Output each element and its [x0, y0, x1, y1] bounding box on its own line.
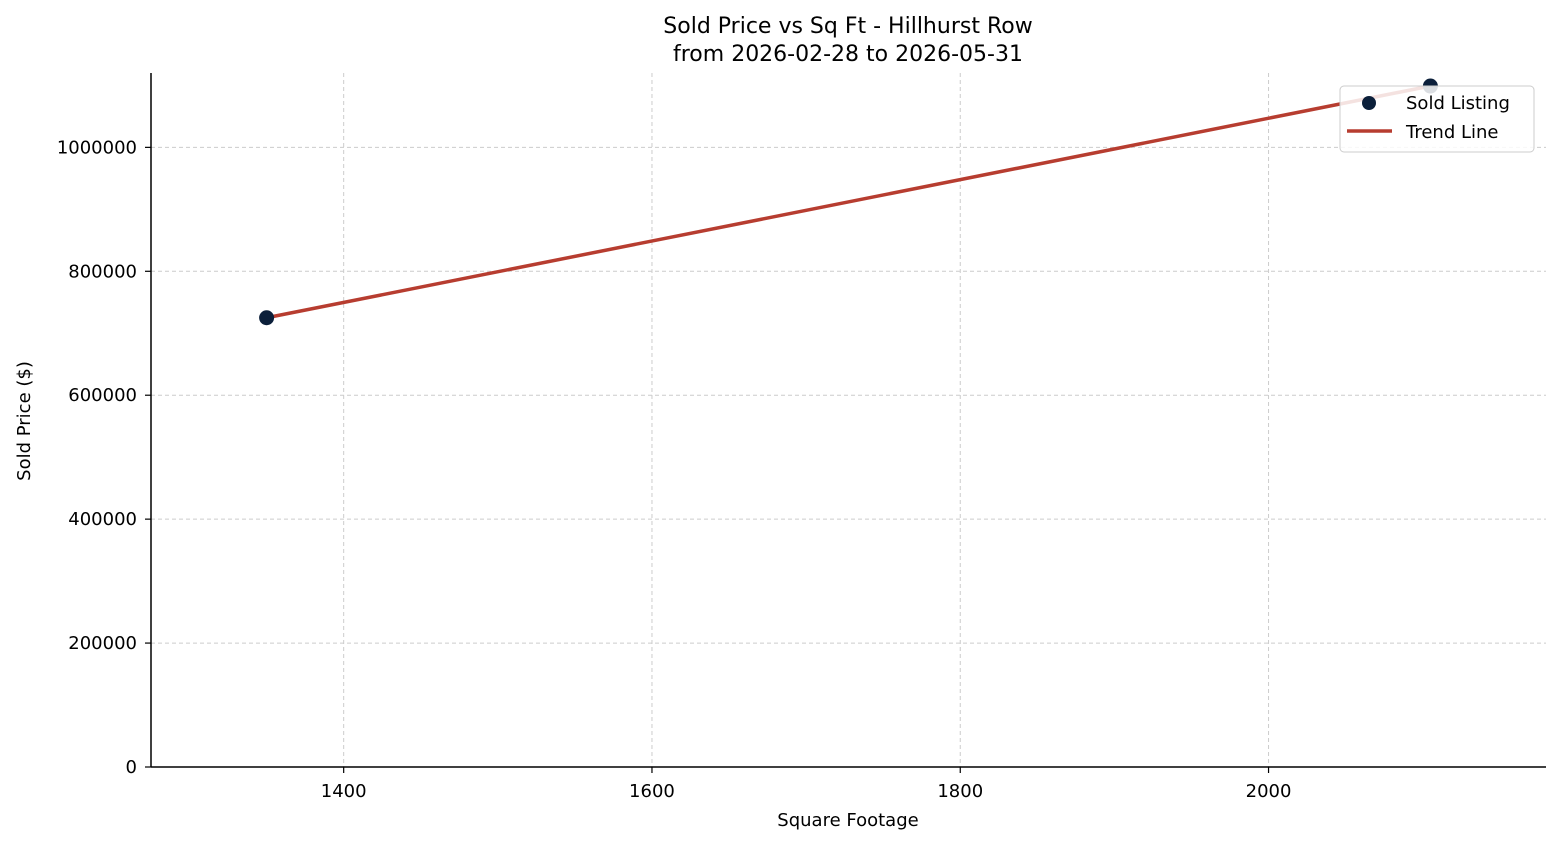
chart-subtitle: from 2026-02-28 to 2026-05-31: [673, 42, 1023, 67]
x-tick-label: 2000: [1246, 781, 1292, 802]
legend-label-trend-line: Trend Line: [1405, 122, 1499, 143]
x-tick-label: 1800: [937, 781, 983, 802]
y-tick-label: 600000: [68, 385, 137, 406]
y-tick-label: 0: [126, 757, 137, 778]
axes: 1400 1600 1800 2000 0 200000 400000 600000 80000…: [57, 73, 1546, 802]
chart-title: Sold Price vs Sq Ft - Hillhurst Row: [663, 14, 1032, 39]
x-axis-label: Square Footage: [777, 810, 918, 831]
series-layer: [259, 78, 1438, 326]
legend: Sold Listing Trend Line: [1339, 85, 1535, 153]
y-tick-label: 800000: [68, 261, 137, 282]
scatter-point: [259, 310, 275, 326]
grid-lines: [151, 73, 1546, 767]
x-tick-label: 1400: [321, 781, 367, 802]
y-tick-label: 200000: [68, 633, 137, 654]
y-tick-label: 400000: [68, 509, 137, 530]
legend-label-sold-listing: Sold Listing: [1406, 93, 1510, 114]
legend-marker-sold-listing: [1362, 96, 1376, 110]
y-axis-label: Sold Price ($): [14, 361, 35, 481]
legend-box: [1339, 85, 1535, 153]
y-tick-label: 1000000: [57, 137, 137, 158]
trend-line: [264, 84, 1433, 320]
x-tick-label: 1600: [629, 781, 675, 802]
